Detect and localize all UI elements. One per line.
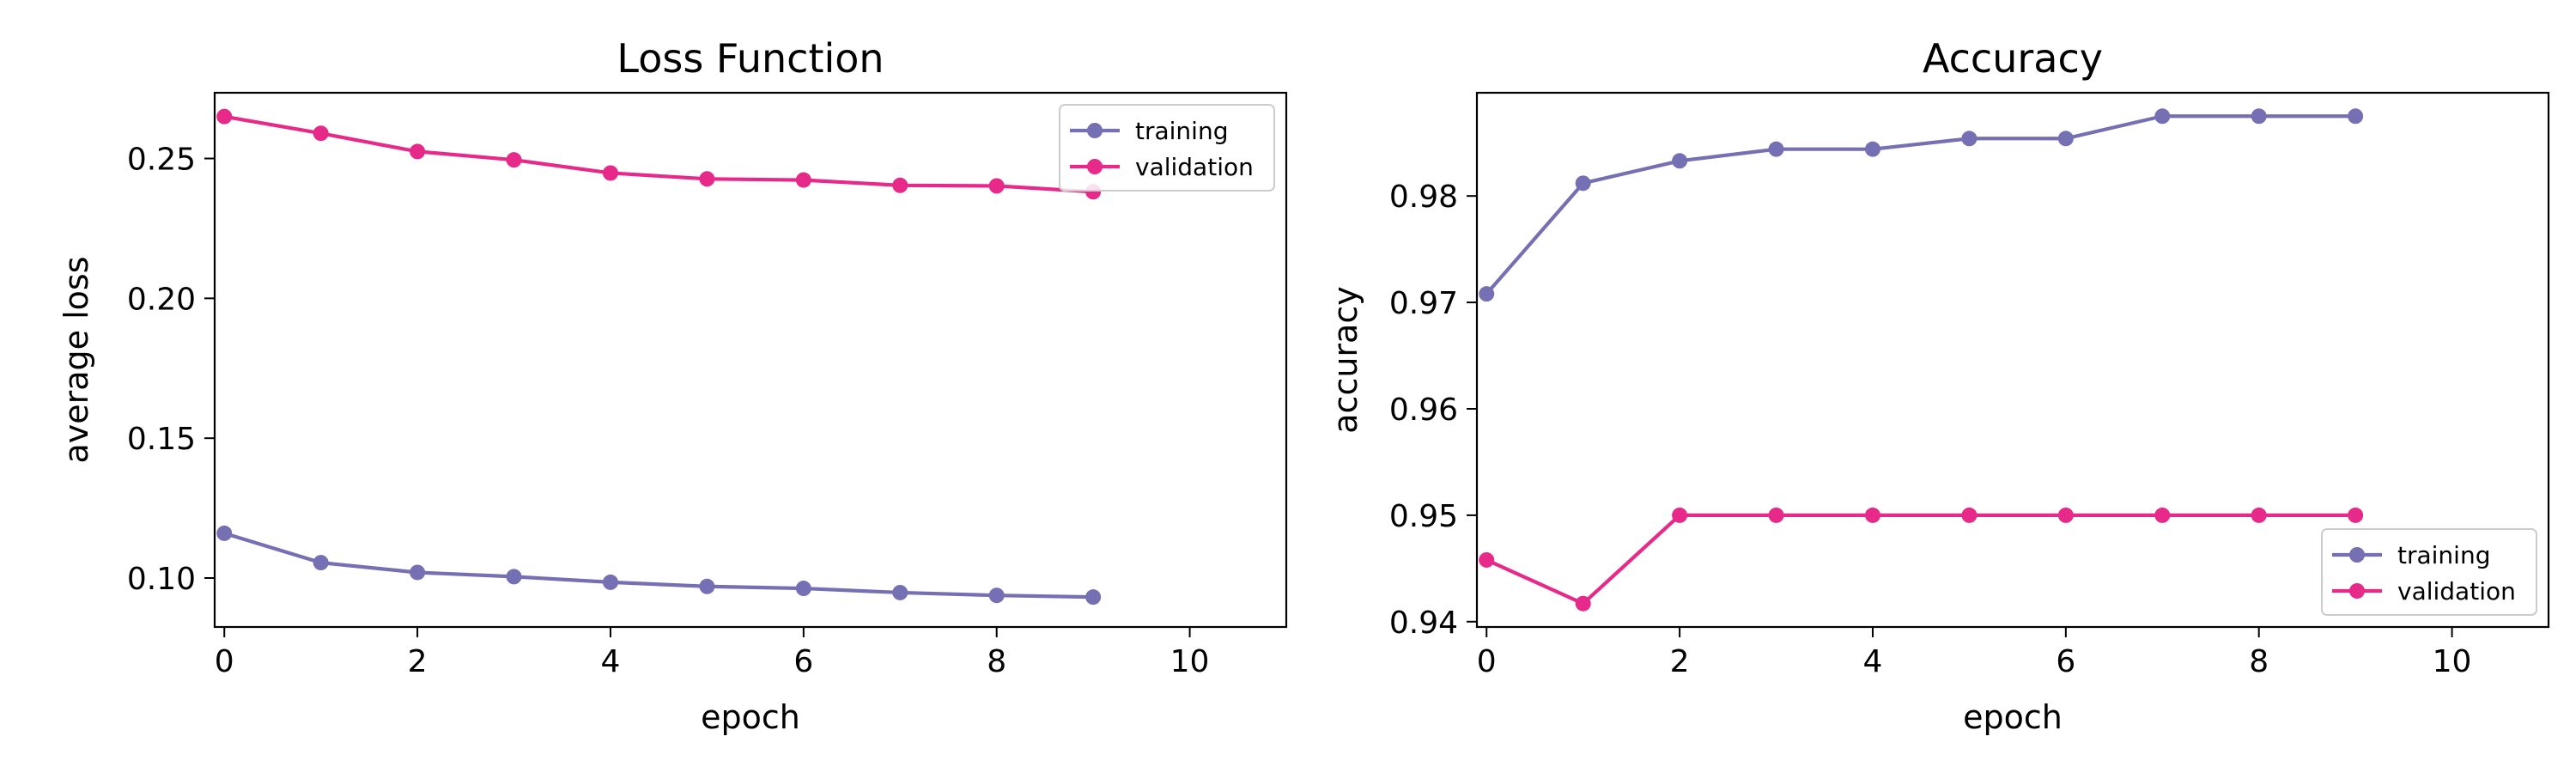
accuracy-training-point bbox=[2154, 108, 2171, 125]
loss-x-tick-label: 8 bbox=[987, 644, 1006, 679]
loss-legend-label-validation: validation bbox=[1135, 153, 1254, 181]
loss-x-tick-label: 2 bbox=[408, 644, 428, 679]
loss-training-point bbox=[602, 574, 618, 590]
loss-training-point bbox=[892, 584, 908, 600]
loss-y-tick-label: 0.10 bbox=[127, 562, 196, 597]
accuracy-training-point bbox=[1961, 131, 1978, 147]
loss-training-point bbox=[410, 564, 426, 581]
accuracy-legend-label-validation: validation bbox=[2397, 577, 2516, 606]
loss-legend-label-training: training bbox=[1135, 117, 1228, 145]
loss-x-tick-label: 6 bbox=[793, 644, 813, 679]
accuracy-y-tick-label: 0.98 bbox=[1389, 180, 1458, 215]
accuracy-validation-point bbox=[1961, 507, 1978, 523]
accuracy-training-point bbox=[2057, 131, 2074, 147]
loss-y-axis-label: average loss bbox=[58, 256, 95, 463]
accuracy-y-tick-label: 0.97 bbox=[1389, 286, 1458, 321]
loss-training-point bbox=[216, 525, 233, 541]
loss-y-tick-label: 0.15 bbox=[127, 422, 196, 457]
accuracy-y-tick-label: 0.96 bbox=[1389, 393, 1458, 428]
loss-chart: Loss Function 0 2 4 6 8 10 0.10 0.15 0.20 0.25 epoc… bbox=[58, 35, 1288, 736]
loss-chart-title: Loss Function bbox=[617, 35, 884, 82]
loss-training-point bbox=[1085, 589, 1102, 606]
loss-validation-point bbox=[699, 171, 715, 187]
accuracy-y-tick-label: 0.94 bbox=[1389, 606, 1458, 641]
loss-plot-frame bbox=[213, 91, 1288, 629]
loss-validation-point bbox=[602, 165, 618, 181]
accuracy-validation-point bbox=[1864, 507, 1880, 523]
loss-training-line bbox=[223, 531, 1094, 600]
accuracy-training-point bbox=[2251, 108, 2267, 125]
loss-x-tick-label: 10 bbox=[1170, 644, 1210, 679]
accuracy-training-point bbox=[1864, 141, 1880, 157]
accuracy-series-validation bbox=[1479, 507, 2364, 612]
accuracy-validation-point bbox=[1575, 595, 1591, 612]
accuracy-x-tick-label: 6 bbox=[2056, 644, 2075, 679]
accuracy-validation-point bbox=[1672, 507, 1688, 523]
accuracy-training-point bbox=[1479, 286, 1495, 302]
accuracy-plot-frame bbox=[1475, 91, 2550, 629]
accuracy-y-tick-label: 0.95 bbox=[1389, 499, 1458, 534]
accuracy-x-tick-label: 4 bbox=[1863, 644, 1883, 679]
loss-x-tick-label: 0 bbox=[215, 644, 234, 679]
loss-validation-point bbox=[410, 143, 426, 160]
accuracy-legend-box bbox=[2321, 528, 2537, 616]
accuracy-legend: training validation bbox=[2321, 528, 2537, 616]
loss-series-validation bbox=[216, 108, 1102, 200]
loss-legend-marker-validation bbox=[1087, 159, 1103, 174]
accuracy-y-axis-label: accuracy bbox=[1327, 286, 1364, 433]
accuracy-legend-marker-training bbox=[2349, 547, 2365, 563]
accuracy-validation-point bbox=[1768, 507, 1784, 523]
loss-training-point bbox=[313, 555, 329, 571]
loss-x-axis-label: epoch bbox=[701, 698, 800, 736]
loss-training-point bbox=[506, 569, 522, 585]
loss-y-tick-label: 0.20 bbox=[127, 282, 196, 317]
accuracy-chart-title: Accuracy bbox=[1923, 35, 2103, 82]
loss-training-point bbox=[699, 578, 715, 594]
loss-validation-line bbox=[223, 114, 1094, 194]
accuracy-x-tick-label: 2 bbox=[1670, 644, 1690, 679]
accuracy-x-tick-label: 0 bbox=[1477, 644, 1497, 679]
accuracy-series-training bbox=[1479, 108, 2364, 302]
accuracy-legend-label-training: training bbox=[2397, 541, 2490, 569]
loss-y-tick-label: 0.25 bbox=[127, 143, 196, 178]
accuracy-validation-point bbox=[2057, 507, 2074, 523]
loss-validation-point bbox=[313, 125, 329, 142]
accuracy-validation-point bbox=[2251, 507, 2267, 523]
loss-validation-point bbox=[892, 177, 908, 193]
loss-validation-point bbox=[988, 178, 1005, 194]
loss-training-point bbox=[795, 581, 811, 597]
loss-legend-marker-training bbox=[1087, 123, 1103, 138]
accuracy-x-tick-label: 8 bbox=[2249, 644, 2269, 679]
loss-training-point bbox=[988, 587, 1005, 604]
accuracy-training-point bbox=[1672, 153, 1688, 169]
loss-legend-box bbox=[1059, 104, 1275, 192]
loss-legend: training validation bbox=[1059, 104, 1275, 192]
loss-series-training bbox=[216, 525, 1102, 606]
accuracy-x-axis-label: epoch bbox=[1963, 698, 2063, 736]
accuracy-validation-point bbox=[2348, 507, 2364, 523]
accuracy-x-tick-label: 10 bbox=[2433, 644, 2472, 679]
accuracy-training-point bbox=[1575, 175, 1591, 192]
accuracy-training-point bbox=[1768, 141, 1784, 157]
accuracy-validation-point bbox=[2154, 507, 2171, 523]
accuracy-validation-line bbox=[1485, 513, 2356, 606]
loss-validation-point bbox=[506, 152, 522, 168]
loss-validation-point bbox=[216, 108, 233, 125]
accuracy-legend-marker-validation bbox=[2349, 583, 2365, 599]
accuracy-validation-point bbox=[1479, 551, 1495, 568]
accuracy-chart: Accuracy 0 2 4 6 8 10 0.94 0.95 0.96 0.97 0.98 epoch… bbox=[1327, 35, 2550, 736]
accuracy-training-point bbox=[2348, 108, 2364, 125]
accuracy-training-line bbox=[1485, 114, 2356, 295]
loss-validation-point bbox=[795, 172, 811, 188]
loss-x-tick-label: 4 bbox=[601, 644, 621, 679]
